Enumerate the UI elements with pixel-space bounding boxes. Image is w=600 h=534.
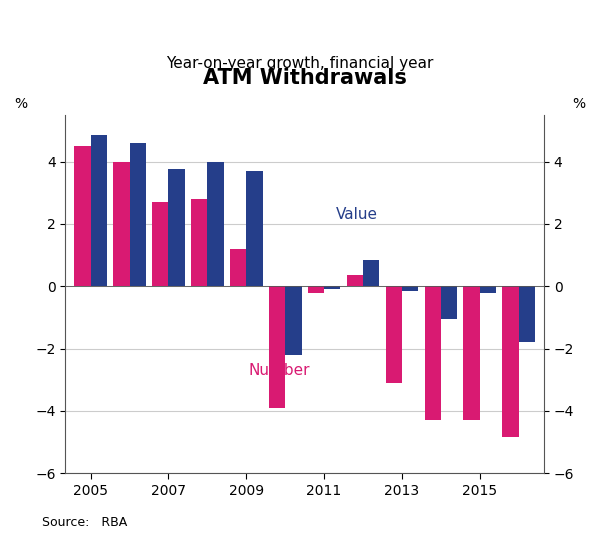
Bar — [285, 286, 302, 355]
Bar — [269, 286, 285, 408]
Bar — [441, 286, 457, 319]
Bar — [324, 286, 340, 289]
Bar — [74, 146, 91, 286]
Bar — [402, 286, 418, 291]
Bar — [518, 286, 535, 342]
Bar — [425, 286, 441, 420]
Bar — [347, 276, 363, 286]
Text: %: % — [14, 97, 27, 112]
Bar — [386, 286, 402, 383]
Bar — [191, 199, 208, 286]
Bar — [246, 171, 263, 286]
Text: %: % — [572, 97, 586, 112]
Bar — [463, 286, 480, 420]
Bar — [91, 135, 107, 286]
Bar — [130, 143, 146, 286]
Bar — [363, 260, 379, 286]
Bar — [502, 286, 518, 437]
Bar — [480, 286, 496, 293]
Text: Value: Value — [336, 207, 378, 222]
Bar — [308, 286, 324, 293]
Title: ATM Withdrawals: ATM Withdrawals — [203, 68, 407, 89]
Text: Number: Number — [248, 363, 310, 378]
Bar — [230, 249, 246, 286]
Text: Year-on-year growth, financial year: Year-on-year growth, financial year — [166, 56, 434, 71]
Bar — [152, 202, 169, 286]
Bar — [113, 162, 130, 286]
Bar — [208, 162, 224, 286]
Text: Source:   RBA: Source: RBA — [42, 516, 127, 529]
Bar — [169, 169, 185, 286]
